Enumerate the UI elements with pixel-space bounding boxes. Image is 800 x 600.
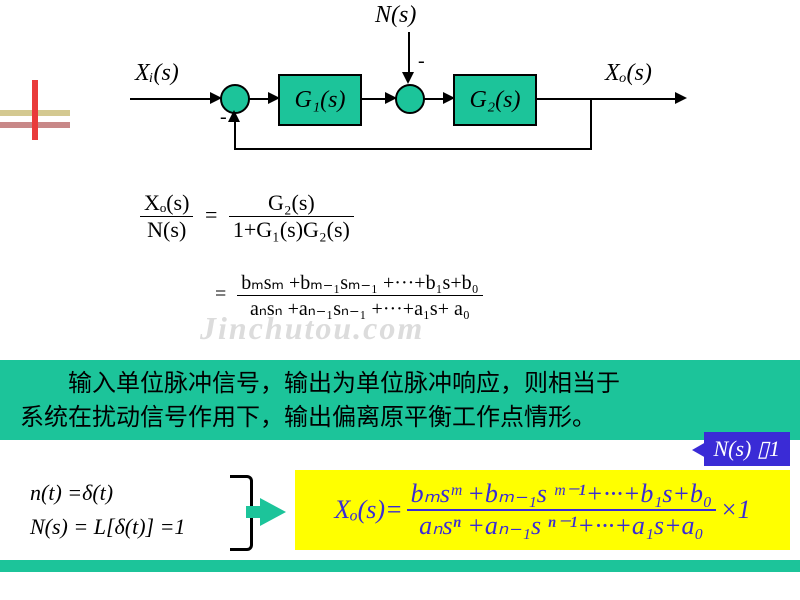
block-g1: G₁(s) — [278, 74, 362, 126]
explanation-box: 输入单位脉冲信号，输出为单位脉冲响应，则相当于 系统在扰动信号作用下，输出偏离原… — [0, 360, 800, 440]
minus-sign-feedback: - — [220, 106, 227, 129]
explanation-line1: 输入单位脉冲信号，输出为单位脉冲响应，则相当于 — [20, 368, 780, 402]
impulse-definitions: n(t) =δ(t) N(s) = L[δ(t)] =1 — [30, 480, 185, 540]
result-tail: ×1 — [720, 495, 751, 525]
explanation-line2: 系统在扰动信号作用下，输出偏离原平衡工作点情形。 — [20, 402, 780, 436]
minus-sign-disturbance: - — [418, 50, 425, 73]
summing-junction-2 — [395, 84, 425, 114]
result-box: Xₒ(s)= bₘsᵐ +bₘ₋₁s ᵐ⁻¹+···+b₁s+b₀ aₙsⁿ +… — [295, 470, 790, 550]
input-label: Xᵢ(s) — [135, 60, 179, 87]
result-den: aₙsⁿ +aₙ₋₁s ⁿ⁻¹+···+a₁s+a₀ — [407, 511, 716, 541]
tf-left-num: Xₒ(s) — [140, 190, 193, 217]
callout-note: N(s) ▯1 — [704, 432, 791, 466]
equals-sign: = — [205, 202, 217, 227]
tf-left-den: N(s) — [140, 217, 193, 243]
transfer-function-eq: Xₒ(s) N(s) = G₂(s) 1+G₁(s)G₂(s) — [140, 190, 354, 243]
impulse-line2: N(s) = L[δ(t)] =1 — [30, 514, 185, 540]
disturbance-label: N(s) — [375, 2, 416, 29]
block-diagram: N(s) Xᵢ(s) Xₒ(s) - G₁(s) - G₂(s) — [60, 10, 760, 160]
tf-right-den: 1+G₁(s)G₂(s) — [229, 217, 354, 243]
output-label: Xₒ(s) — [605, 60, 652, 87]
implies-arrow-icon — [260, 498, 286, 526]
result-num: bₘsᵐ +bₘ₋₁s ᵐ⁻¹+···+b₁s+b₀ — [407, 479, 716, 511]
bottom-green-bar — [0, 560, 800, 572]
result-lhs: Xₒ(s)= — [334, 495, 402, 525]
watermark: Jinchutou.com — [200, 310, 424, 347]
tf-right-num: G₂(s) — [229, 190, 354, 217]
impulse-line1: n(t) =δ(t) — [30, 480, 185, 506]
poly-num: bₘsₘ +bₘ₋₁sₘ₋₁ +···+b₁s+b₀ — [237, 270, 482, 296]
block-g2: G₂(s) — [453, 74, 537, 126]
